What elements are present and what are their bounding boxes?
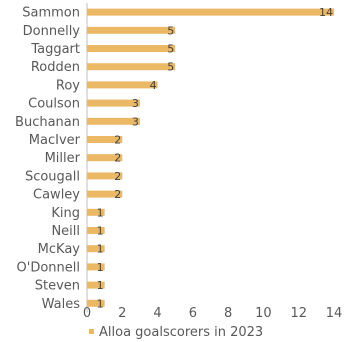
bar xyxy=(87,63,176,71)
x-tick-label: 4 xyxy=(153,306,161,321)
data-label: 3 xyxy=(132,115,139,128)
data-label: 2 xyxy=(114,134,121,147)
data-label: 1 xyxy=(97,206,104,219)
data-label: 2 xyxy=(114,170,121,183)
data-label: 5 xyxy=(167,24,174,37)
bar xyxy=(87,26,176,34)
category-label: Buchanan xyxy=(15,115,80,130)
data-label: 2 xyxy=(114,188,121,201)
category-label: King xyxy=(51,206,80,221)
category-label: Donnelly xyxy=(23,24,81,39)
data-label: 14 xyxy=(319,6,333,19)
data-label: 1 xyxy=(97,261,104,274)
data-label: 1 xyxy=(97,243,104,256)
bar xyxy=(87,190,123,198)
bar xyxy=(87,154,123,162)
x-tick-label: 0 xyxy=(83,306,91,321)
data-label: 5 xyxy=(167,61,174,74)
bar xyxy=(87,81,158,89)
data-label: 3 xyxy=(132,97,139,110)
data-label: 5 xyxy=(167,43,174,56)
category-label: Wales xyxy=(42,297,81,312)
category-label: O'Donnell xyxy=(17,260,80,275)
category-label: Taggart xyxy=(30,42,80,57)
category-label: MacIver xyxy=(29,133,81,148)
legend-label: Alloa goalscorers in 2023 xyxy=(99,325,263,340)
bar xyxy=(87,299,105,307)
bar xyxy=(87,8,334,16)
data-label: 1 xyxy=(97,297,104,310)
legend: Alloa goalscorers in 2023 xyxy=(89,325,263,340)
data-label: 4 xyxy=(150,79,157,92)
category-label: Cawley xyxy=(33,188,80,203)
data-label: 2 xyxy=(114,152,121,165)
category-label: Rodden xyxy=(31,60,80,75)
x-tick-label: 14 xyxy=(326,306,343,321)
bar xyxy=(87,281,105,289)
category-label: Steven xyxy=(35,279,80,294)
x-axis: 0 2 4 6 8 10 12 14 xyxy=(83,3,342,321)
legend-swatch xyxy=(89,329,94,334)
bar xyxy=(87,99,140,107)
x-tick-label: 6 xyxy=(189,306,197,321)
x-tick-label: 8 xyxy=(224,306,232,321)
x-tick-label: 12 xyxy=(290,306,307,321)
bar xyxy=(87,136,123,143)
data-label: 1 xyxy=(97,279,104,292)
category-label: Sammon xyxy=(22,6,80,21)
data-label: 1 xyxy=(97,225,104,238)
category-label: Miller xyxy=(45,151,81,166)
bar xyxy=(87,227,105,234)
x-tick-label: 2 xyxy=(118,306,126,321)
bar xyxy=(87,172,123,180)
category-labels: Sammon Donnelly Taggart Rodden Roy Coulson Buc… xyxy=(15,6,81,312)
bar xyxy=(87,208,105,216)
category-label: Scougall xyxy=(25,169,80,184)
category-label: Coulson xyxy=(28,97,80,112)
x-tick-label: 10 xyxy=(255,306,272,321)
bar xyxy=(87,45,176,52)
category-label: Roy xyxy=(56,78,80,93)
bar xyxy=(87,245,105,253)
bar xyxy=(87,263,105,271)
category-label: McKay xyxy=(38,242,81,257)
bar xyxy=(87,117,140,125)
category-label: Neill xyxy=(51,224,80,239)
